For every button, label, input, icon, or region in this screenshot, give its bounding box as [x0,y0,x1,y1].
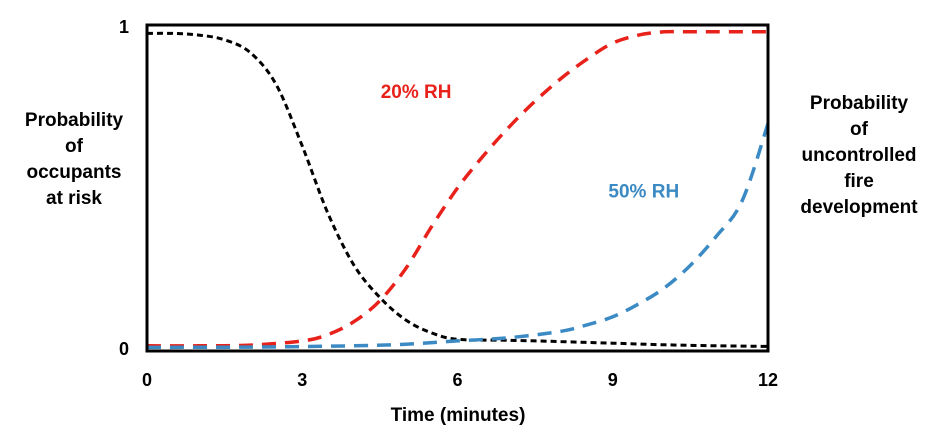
y-tick-label: 0 [119,339,129,359]
axis-label-line: fire [844,171,874,192]
left-axis-label: Probability of occupants at risk [0,108,148,212]
x-tick-label: 6 [452,370,462,390]
x-tick-label: 3 [297,370,307,390]
series-line-50-rh [146,123,770,350]
series-annotation: 20% RH [381,82,452,103]
axis-label-line: of [850,119,868,140]
series-annotation: 50% RH [608,182,679,203]
annotation-layer: 20% RH 50% RH [381,82,679,203]
x-tick-label: 9 [608,370,618,390]
axis-label-line: at risk [46,188,102,209]
x-tick-label: 12 [758,370,778,390]
axis-label-line: uncontrolled [801,145,917,166]
series-line-occupants-at-risk [146,31,769,348]
plot-frame [145,23,770,353]
axis-label-line: Probability [809,93,909,114]
x-tick-label: 0 [142,370,152,390]
tick-layer: 0 3 6 9 12 0 1 [119,17,778,390]
x-axis-label: Time (minutes) [391,405,526,426]
axis-label-line: of [65,136,83,157]
axis-label-line: development [800,197,918,218]
axis-label-line: occupants [26,162,122,183]
series-layer [146,29,770,350]
series-line-20-rh [146,29,768,348]
right-axis-label: Probability of uncontrolled fire development [781,91,937,221]
axis-label-line: Probability [24,110,124,131]
y-tick-label: 1 [119,17,129,37]
